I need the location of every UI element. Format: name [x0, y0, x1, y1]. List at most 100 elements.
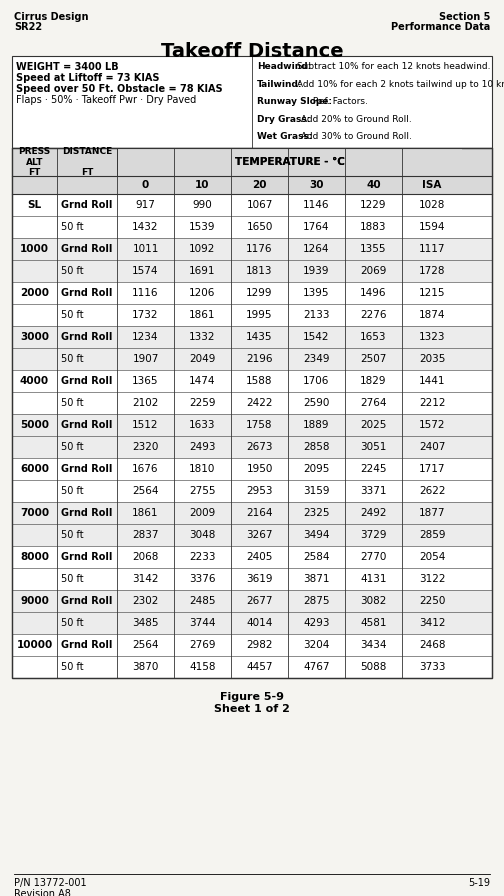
Bar [12, 436, 492, 458]
Text: 1512: 1512 [132, 420, 159, 430]
Text: 3412: 3412 [419, 618, 445, 628]
Text: 10: 10 [195, 180, 210, 190]
Text: 2468: 2468 [419, 640, 445, 650]
Text: WEIGHT = 3400 LB: WEIGHT = 3400 LB [16, 62, 118, 72]
Text: Cirrus Design: Cirrus Design [14, 12, 89, 22]
Text: 3371: 3371 [360, 486, 387, 496]
Text: Grnd Roll: Grnd Roll [61, 288, 112, 298]
Text: 2259: 2259 [189, 398, 216, 408]
Text: Grnd Roll: Grnd Roll [61, 508, 112, 518]
Bar [117, 148, 462, 176]
Text: 8000: 8000 [20, 552, 49, 562]
Text: 1691: 1691 [189, 266, 216, 276]
Text: 50 ft: 50 ft [61, 222, 84, 232]
Text: 3204: 3204 [303, 640, 330, 650]
Text: 50 ft: 50 ft [61, 662, 84, 672]
Text: 2953: 2953 [246, 486, 273, 496]
Text: 1650: 1650 [246, 222, 273, 232]
Text: Grnd Roll: Grnd Roll [61, 244, 112, 254]
Text: 1146: 1146 [303, 200, 330, 210]
Text: 1889: 1889 [303, 420, 330, 430]
Text: 1764: 1764 [303, 222, 330, 232]
Text: 30: 30 [309, 180, 324, 190]
Text: 990: 990 [193, 200, 212, 210]
Text: 2212: 2212 [419, 398, 445, 408]
Text: 3733: 3733 [419, 662, 445, 672]
Text: 1813: 1813 [246, 266, 273, 276]
Bar [12, 148, 492, 176]
Text: 2068: 2068 [133, 552, 159, 562]
Text: 1732: 1732 [132, 310, 159, 320]
Text: 3744: 3744 [189, 618, 216, 628]
Text: 2405: 2405 [246, 552, 273, 562]
Text: 1215: 1215 [419, 288, 445, 298]
Text: 1874: 1874 [419, 310, 445, 320]
Bar [12, 414, 492, 436]
Text: TEMPERATURE - °C: TEMPERATURE - °C [234, 157, 344, 167]
Text: 2245: 2245 [360, 464, 387, 474]
Text: 2196: 2196 [246, 354, 273, 364]
Text: 50 ft: 50 ft [61, 574, 84, 584]
Text: 1299: 1299 [246, 288, 273, 298]
Text: 2564: 2564 [132, 486, 159, 496]
Text: 1810: 1810 [190, 464, 216, 474]
Text: 1067: 1067 [246, 200, 273, 210]
Text: 1995: 1995 [246, 310, 273, 320]
Text: 5088: 5088 [360, 662, 387, 672]
Text: Speed at Liftoff = 73 KIAS: Speed at Liftoff = 73 KIAS [16, 73, 159, 83]
Text: Sheet 1 of 2: Sheet 1 of 2 [214, 704, 290, 714]
Text: 2164: 2164 [246, 508, 273, 518]
Text: 2485: 2485 [189, 596, 216, 606]
Text: 4293: 4293 [303, 618, 330, 628]
Text: 1572: 1572 [419, 420, 445, 430]
Text: 2982: 2982 [246, 640, 273, 650]
Text: SL: SL [27, 200, 41, 210]
Text: 1395: 1395 [303, 288, 330, 298]
Text: 2302: 2302 [133, 596, 159, 606]
Text: 1435: 1435 [246, 332, 273, 342]
Text: 1332: 1332 [189, 332, 216, 342]
Text: ISA: ISA [422, 180, 442, 190]
Text: 1574: 1574 [132, 266, 159, 276]
Text: 2102: 2102 [133, 398, 159, 408]
Text: 2349: 2349 [303, 354, 330, 364]
Text: 1092: 1092 [190, 244, 216, 254]
Text: 2009: 2009 [190, 508, 216, 518]
Text: 2025: 2025 [360, 420, 387, 430]
Text: 1758: 1758 [246, 420, 273, 430]
Text: 2770: 2770 [360, 552, 387, 562]
Text: Add 30% to Ground Roll.: Add 30% to Ground Roll. [298, 132, 412, 141]
Text: 3494: 3494 [303, 530, 330, 540]
Text: Grnd Roll: Grnd Roll [61, 552, 112, 562]
Text: 3082: 3082 [360, 596, 387, 606]
Text: Runway Slope:: Runway Slope: [257, 97, 332, 106]
Text: 50 ft: 50 ft [61, 442, 84, 452]
Text: 2320: 2320 [133, 442, 159, 452]
Bar [12, 176, 492, 194]
Text: 3871: 3871 [303, 574, 330, 584]
Text: 2233: 2233 [189, 552, 216, 562]
Text: Grnd Roll: Grnd Roll [61, 464, 112, 474]
Text: 2673: 2673 [246, 442, 273, 452]
Text: 2035: 2035 [419, 354, 445, 364]
Text: 50 ft: 50 ft [61, 266, 84, 276]
Text: 3376: 3376 [189, 574, 216, 584]
Text: 50 ft: 50 ft [61, 618, 84, 628]
Text: 5-19: 5-19 [468, 878, 490, 888]
Text: Flaps · 50% · Takeoff Pwr · Dry Paved: Flaps · 50% · Takeoff Pwr · Dry Paved [16, 95, 196, 105]
Text: 1907: 1907 [133, 354, 159, 364]
Text: 50 ft: 50 ft [61, 398, 84, 408]
Text: 1234: 1234 [132, 332, 159, 342]
Bar [12, 238, 492, 260]
Bar [12, 524, 492, 546]
Text: 3000: 3000 [20, 332, 49, 342]
Text: 4131: 4131 [360, 574, 387, 584]
Text: 50 ft: 50 ft [61, 354, 84, 364]
Text: 3870: 3870 [133, 662, 159, 672]
Text: 1117: 1117 [419, 244, 445, 254]
Text: 2095: 2095 [303, 464, 330, 474]
Text: 1365: 1365 [132, 376, 159, 386]
Bar [12, 590, 492, 612]
Text: Headwind:: Headwind: [257, 62, 311, 71]
Text: 1542: 1542 [303, 332, 330, 342]
